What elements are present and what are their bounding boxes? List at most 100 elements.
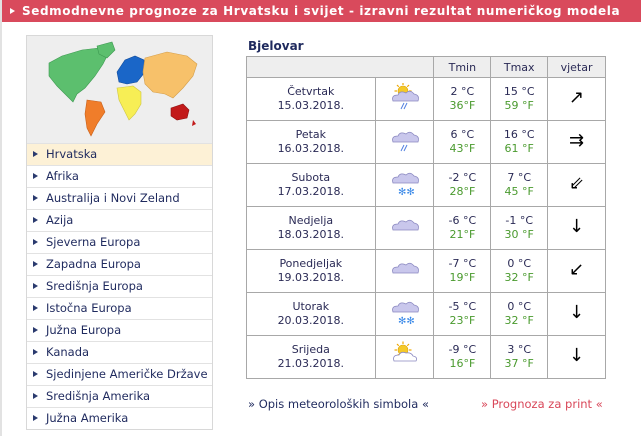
tmin-fahrenheit: 19°F — [449, 271, 476, 284]
tmax-cell: -1 °C 30 °F — [490, 206, 549, 250]
cloud-snow-icon: ✻✻ — [390, 172, 420, 200]
bullet-icon — [33, 371, 38, 377]
svg-text:✻✻: ✻✻ — [398, 187, 415, 197]
cloud-icon — [390, 262, 420, 286]
region-item-afrika[interactable]: Afrika — [27, 165, 212, 187]
wind-cell: ⇉ — [547, 120, 606, 164]
date: 19.03.2018. — [277, 271, 345, 284]
date: 16.03.2018. — [277, 142, 345, 155]
tmin-fahrenheit: 16°F — [449, 357, 476, 370]
wind-cell: ↙ — [547, 249, 606, 293]
wind-cell: ↓ — [547, 206, 606, 250]
cloud-rain-icon — [390, 131, 420, 157]
map-asia — [142, 51, 198, 99]
weather-icon-cell: ✻✻ — [374, 163, 435, 207]
tmin-celsius: 6 °C — [450, 128, 475, 141]
tmax-fahrenheit: 59 °F — [504, 99, 534, 112]
header-tmin: Tmin — [433, 56, 492, 78]
tmax-fahrenheit: 45 °F — [504, 185, 534, 198]
tmin-fahrenheit: 43°F — [449, 142, 476, 155]
map-europe — [116, 55, 146, 85]
date: 17.03.2018. — [277, 185, 345, 198]
tmax-fahrenheit: 61 °F — [504, 142, 534, 155]
sun-cloud-rain-icon — [390, 82, 420, 114]
bullet-icon — [33, 217, 38, 223]
tmax-cell: 0 °C 32 °F — [490, 249, 549, 293]
tmin-cell: 6 °C 43°F — [433, 120, 492, 164]
region-item-hrvatska[interactable]: Hrvatska — [27, 143, 212, 165]
day-date-cell: Četvrtak 15.03.2018. — [246, 77, 376, 121]
region-item-sad[interactable]: Sjedinjene Američke Države — [27, 363, 212, 385]
region-item-kanada[interactable]: Kanada — [27, 341, 212, 363]
day-date-cell: Utorak 20.03.2018. — [246, 292, 376, 336]
bullet-icon — [33, 393, 38, 399]
forecast-row: Srijeda 21.03.2018. -9 °C 16°F 3 °C 37 °… — [246, 335, 606, 379]
print-forecast-link[interactable]: » Prognoza za print « — [481, 397, 603, 411]
wind-cell: ↓ — [547, 292, 606, 336]
weather-icon-cell — [374, 120, 435, 164]
region-item-azija[interactable]: Azija — [27, 209, 212, 231]
bullet-icon — [33, 327, 38, 333]
wind-southwest-icon: ↙ — [569, 259, 585, 280]
wind-southwest-strong-icon: ⇙ — [569, 173, 585, 194]
wind-cell: ↗ — [547, 77, 606, 121]
region-item-juzna-amerika[interactable]: Južna Amerika — [27, 407, 212, 429]
header-tmax: Tmax — [490, 56, 549, 78]
symbols-description-link[interactable]: » Opis meteoroloških simbola « — [248, 397, 429, 411]
tmin-celsius: -9 °C — [448, 343, 477, 356]
day-date-cell: Subota 17.03.2018. — [246, 163, 376, 207]
page-title-bar: Sedmodnevne prognoze za Hrvatsku i svije… — [2, 0, 641, 22]
region-item-australija[interactable]: Australija i Novi Zeland — [27, 187, 212, 209]
tmin-celsius: -2 °C — [448, 171, 477, 184]
wind-cell: ⇙ — [547, 163, 606, 207]
region-item-istocna-europa[interactable]: Istočna Europa — [27, 297, 212, 319]
page-title: Sedmodnevne prognoze za Hrvatsku i svije… — [22, 4, 621, 18]
tmax-cell: 15 °C 59 °F — [490, 77, 549, 121]
day-date-cell: Srijeda 21.03.2018. — [246, 335, 376, 379]
date: 15.03.2018. — [277, 99, 345, 112]
tmax-fahrenheit: 30 °F — [504, 228, 534, 241]
world-map[interactable] — [26, 35, 213, 143]
region-item-sredisnja-amerika[interactable]: Središnja Amerika — [27, 385, 212, 407]
bullet-icon — [33, 415, 38, 421]
arrow-right-icon — [10, 8, 15, 14]
day-date-cell: Ponedjeljak 19.03.2018. — [246, 249, 376, 293]
weather-icon-cell — [374, 77, 435, 121]
tmax-celsius: 0 °C — [507, 257, 532, 270]
map-south-america — [84, 99, 106, 137]
day-name: Ponedjeljak — [279, 257, 343, 270]
bullet-icon — [33, 349, 38, 355]
tmax-fahrenheit: 32 °F — [504, 314, 534, 327]
wind-south-icon: ↓ — [569, 216, 585, 237]
wind-south-icon: ↓ — [569, 345, 585, 366]
region-item-sredisnja-europa[interactable]: Središnja Europa — [27, 275, 212, 297]
day-name: Četvrtak — [287, 85, 335, 98]
city-name: Bjelovar — [248, 39, 304, 53]
map-north-america — [48, 47, 110, 103]
bullet-icon — [33, 283, 38, 289]
tmax-fahrenheit: 32 °F — [504, 271, 534, 284]
tmin-celsius: 2 °C — [450, 85, 475, 98]
day-date-cell: Nedjelja 18.03.2018. — [246, 206, 376, 250]
tmin-fahrenheit: 28°F — [449, 185, 476, 198]
tmax-celsius: 7 °C — [507, 171, 532, 184]
forecast-row: Subota 17.03.2018. ✻✻ -2 °C 28°F 7 °C 45… — [246, 163, 606, 207]
frame-border — [0, 0, 2, 436]
tmax-celsius: 3 °C — [507, 343, 532, 356]
date: 20.03.2018. — [277, 314, 345, 327]
region-item-sjeverna-europa[interactable]: Sjeverna Europa — [27, 231, 212, 253]
region-item-juzna-europa[interactable]: Južna Europa — [27, 319, 212, 341]
day-name: Petak — [295, 128, 327, 141]
tmax-cell: 16 °C 61 °F — [490, 120, 549, 164]
tmax-cell: 7 °C 45 °F — [490, 163, 549, 207]
tmin-cell: -7 °C 19°F — [433, 249, 492, 293]
day-name: Utorak — [292, 300, 330, 313]
sun-cloud-icon — [390, 341, 420, 372]
forecast-table: Tmin Tmax vjetar Četvrtak 15.03.2018. 2 … — [245, 56, 606, 379]
day-name: Nedjelja — [288, 214, 334, 227]
forecast-row: Četvrtak 15.03.2018. 2 °C 36°F 15 °C 59 … — [246, 77, 606, 121]
day-name: Subota — [291, 171, 331, 184]
weather-icon-cell — [374, 335, 435, 379]
wind-south-icon: ↓ — [569, 302, 585, 323]
region-item-zapadna-europa[interactable]: Zapadna Europa — [27, 253, 212, 275]
